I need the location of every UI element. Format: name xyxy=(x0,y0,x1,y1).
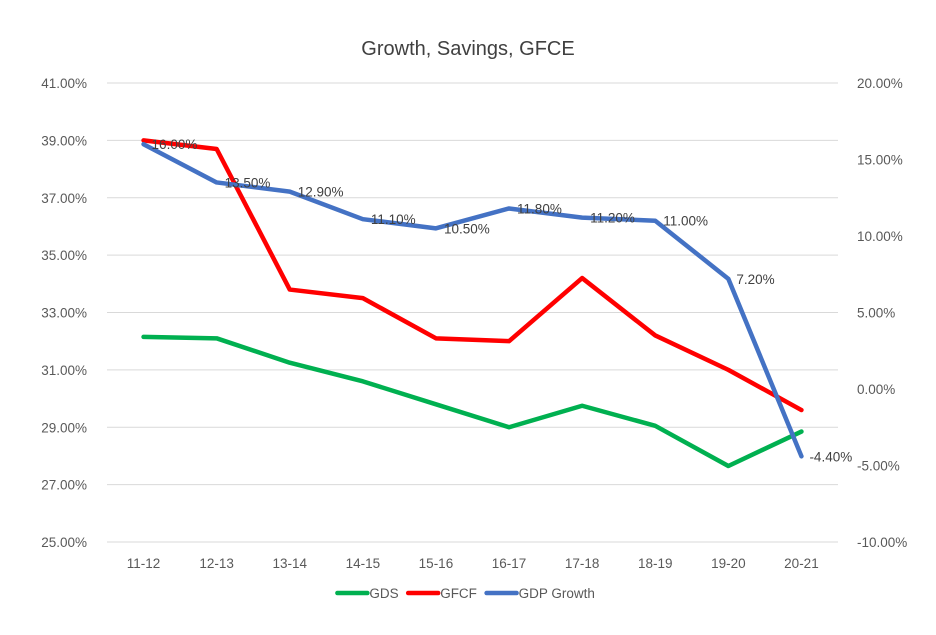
y-axis-right: -10.00% -5.00% 0.00% 5.00% 10.00% 15.00% 20.00… xyxy=(857,76,907,550)
data-label-gdp-growth: 11.10% xyxy=(371,212,416,227)
legend-item-gdp-growth[interactable]: GDP Growth xyxy=(487,586,595,601)
legend-label: GFCF xyxy=(440,586,477,601)
x-tick-label: 16-17 xyxy=(492,556,527,571)
x-tick-label: 17-18 xyxy=(565,556,600,571)
y-left-tick-label: 37.00% xyxy=(41,191,87,206)
legend-item-gds[interactable]: GDS xyxy=(337,586,398,601)
y-left-tick-label: 29.00% xyxy=(41,420,87,435)
data-label-gdp-growth: 16.00% xyxy=(152,137,198,152)
y-right-tick-label: 15.00% xyxy=(857,153,903,168)
x-tick-label: 12-13 xyxy=(199,556,234,571)
series-line-gdp-growth xyxy=(144,144,802,456)
y-right-tick-label: -10.00% xyxy=(857,535,907,550)
y-left-tick-label: 41.00% xyxy=(41,76,87,91)
chart-title: Growth, Savings, GFCE xyxy=(361,38,574,60)
y-left-tick-label: 25.00% xyxy=(41,535,87,550)
x-tick-label: 14-15 xyxy=(346,556,381,571)
x-tick-label: 13-14 xyxy=(272,556,307,571)
y-right-tick-label: 10.00% xyxy=(857,229,903,244)
x-tick-label: 11-12 xyxy=(127,556,161,571)
y-left-tick-label: 27.00% xyxy=(41,478,87,493)
y-axis-left: 25.00% 27.00% 29.00% 31.00% 33.00% 35.00% 37.0… xyxy=(41,76,87,550)
data-label-gdp-growth: -4.40% xyxy=(809,449,852,464)
y-left-tick-label: 39.00% xyxy=(41,133,87,148)
y-left-tick-label: 35.00% xyxy=(41,248,87,263)
data-label-gdp-growth: 11.00% xyxy=(663,214,708,229)
x-tick-label: 15-16 xyxy=(419,556,454,571)
data-label-gdp-growth: 13.50% xyxy=(225,175,271,190)
data-label-gdp-growth: 7.20% xyxy=(736,272,774,287)
x-tick-label: 20-21 xyxy=(784,556,819,571)
y-right-tick-label: 20.00% xyxy=(857,76,903,91)
y-right-tick-label: 5.00% xyxy=(857,306,895,321)
y-left-tick-label: 33.00% xyxy=(41,306,87,321)
legend-item-gfcf[interactable]: GFCF xyxy=(408,586,477,601)
y-left-tick-label: 31.00% xyxy=(41,363,87,378)
y-right-tick-label: -5.00% xyxy=(857,459,900,474)
x-tick-label: 19-20 xyxy=(711,556,746,571)
legend-label: GDP Growth xyxy=(519,586,595,601)
legend[interactable]: GDS GFCF GDP Growth xyxy=(337,586,594,601)
data-label-gdp-growth: 11.80% xyxy=(517,201,562,216)
legend-label: GDS xyxy=(369,586,398,601)
data-label-gdp-growth: 10.50% xyxy=(444,221,490,236)
data-label-gdp-growth: 11.20% xyxy=(590,211,635,226)
x-axis: 11-12 12-13 13-14 14-15 15-16 16-17 17-18 18-19… xyxy=(127,556,819,571)
data-labels: 16.00% 13.50% 12.90% 11.10% 10.50% 11.80% 11.2… xyxy=(152,137,853,464)
data-label-gdp-growth: 12.90% xyxy=(298,185,344,200)
y-right-tick-label: 0.00% xyxy=(857,382,895,397)
x-tick-label: 18-19 xyxy=(638,556,673,571)
